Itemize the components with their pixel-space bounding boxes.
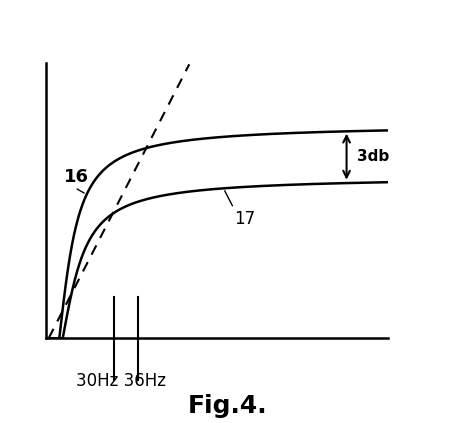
Text: 3db: 3db [356,149,388,164]
Text: 30Hz 36Hz: 30Hz 36Hz [76,372,166,390]
Text: Fig.4.: Fig.4. [188,394,267,418]
Text: 16: 16 [64,168,89,186]
Text: 17: 17 [233,210,254,228]
